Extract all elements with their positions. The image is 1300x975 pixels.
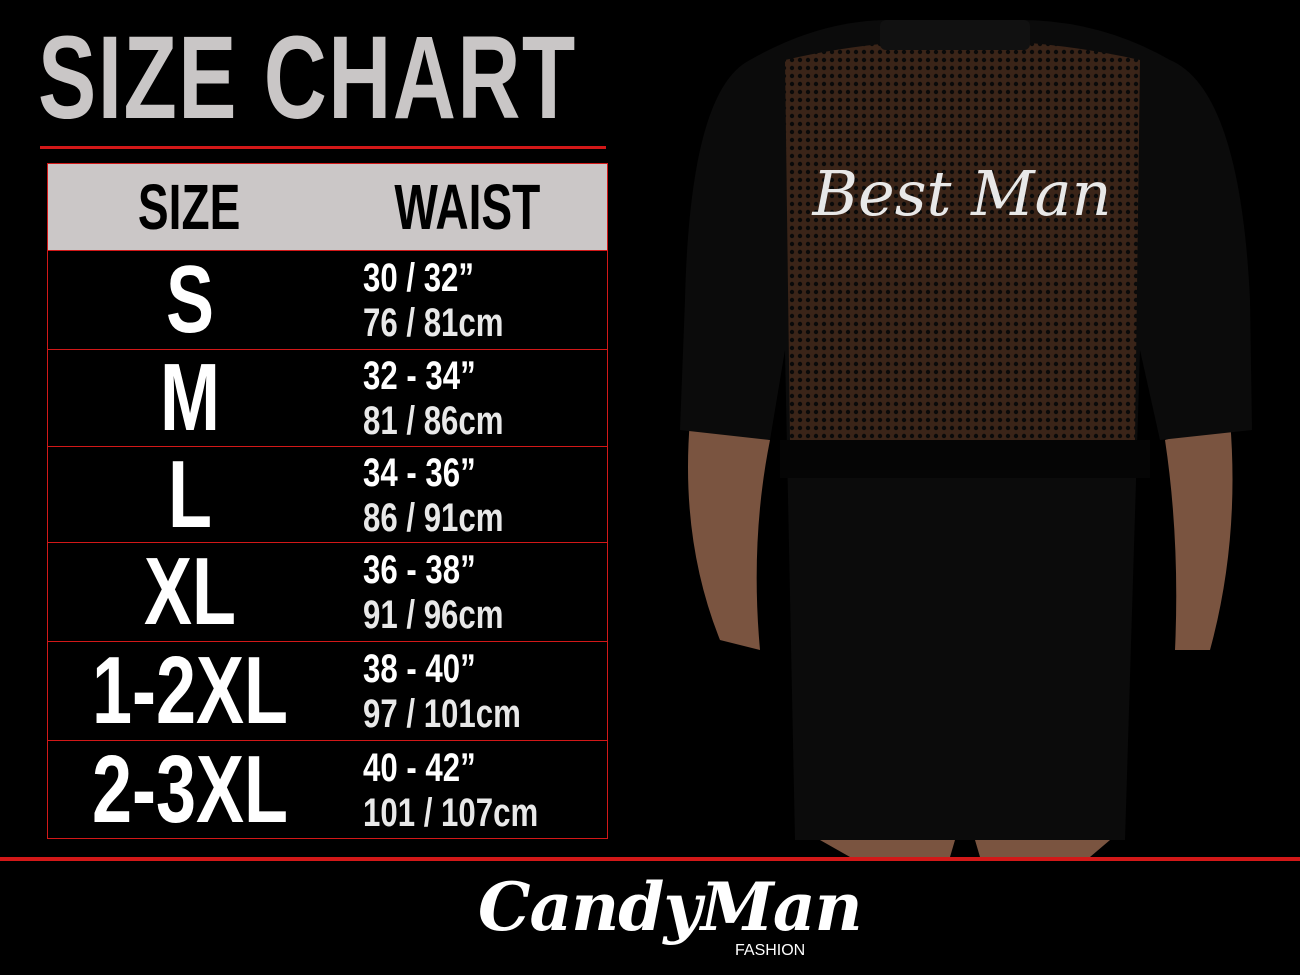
waist-value: 36 - 38” 91 / 96cm bbox=[363, 548, 504, 638]
size-label: L bbox=[168, 440, 212, 548]
waist-inches: 36 - 38” bbox=[363, 548, 476, 592]
waist-inches: 40 - 42” bbox=[363, 745, 476, 790]
mesh-panel bbox=[785, 40, 1140, 440]
right-arm bbox=[1165, 420, 1233, 650]
waist-value: 34 - 36” 86 / 91cm bbox=[363, 451, 504, 541]
size-label: M bbox=[160, 344, 220, 451]
title-divider bbox=[40, 146, 606, 149]
page-title: SIZE CHART bbox=[38, 12, 577, 144]
table-row: M 32 - 34” 81 / 86cm bbox=[47, 346, 608, 450]
waist-inches: 34 - 36” bbox=[363, 450, 476, 495]
brand-logo: CandyMan bbox=[478, 868, 863, 946]
waist-cm: 97 / 101cm bbox=[363, 692, 521, 736]
size-label: S bbox=[165, 246, 215, 353]
waist-cm: 76 / 81cm bbox=[363, 301, 504, 345]
header-waist: WAIST bbox=[394, 171, 541, 243]
brand-logo-sub: FASHION bbox=[735, 942, 806, 959]
waist-inches: 30 / 32” bbox=[363, 256, 475, 300]
size-label: XL bbox=[143, 538, 236, 645]
legs bbox=[820, 840, 1110, 857]
belt bbox=[780, 440, 1150, 478]
waist-cm: 91 / 96cm bbox=[363, 593, 504, 637]
header-size: SIZE bbox=[137, 171, 241, 243]
size-label: 2-3XL bbox=[91, 735, 289, 843]
table-row: S 30 / 32” 76 / 81cm bbox=[47, 246, 608, 353]
best-man-print: Best Man bbox=[811, 157, 1111, 230]
table-row: L 34 - 36” 86 / 91cm bbox=[47, 442, 608, 546]
size-table: SIZE WAIST S 30 / 32” 76 / 81cm M 32 - 34… bbox=[47, 163, 608, 843]
waist-cm: 101 / 107cm bbox=[363, 790, 539, 835]
product-photo: Best Man bbox=[680, 20, 1252, 857]
waist-value: 32 - 34” 81 / 86cm bbox=[363, 354, 504, 444]
waist-value: 38 - 40” 97 / 101cm bbox=[363, 647, 521, 737]
table-row: XL 36 - 38” 91 / 96cm bbox=[47, 538, 608, 645]
waist-value: 30 / 32” 76 / 81cm bbox=[363, 256, 504, 346]
left-arm bbox=[688, 420, 770, 650]
table-header: SIZE WAIST bbox=[47, 163, 608, 251]
waist-inches: 38 - 40” bbox=[363, 647, 476, 691]
footer-divider bbox=[0, 857, 1300, 861]
waist-cm: 86 / 91cm bbox=[363, 495, 504, 540]
collar bbox=[880, 20, 1030, 50]
waist-value: 40 - 42” 101 / 107cm bbox=[363, 746, 538, 836]
table-row: 2-3XL 40 - 42” 101 / 107cm bbox=[47, 735, 608, 843]
waist-inches: 32 - 34” bbox=[363, 354, 476, 398]
size-label: 1-2XL bbox=[91, 637, 289, 744]
table-row: 1-2XL 38 - 40” 97 / 101cm bbox=[47, 637, 608, 744]
waist-cm: 81 / 86cm bbox=[363, 399, 504, 443]
